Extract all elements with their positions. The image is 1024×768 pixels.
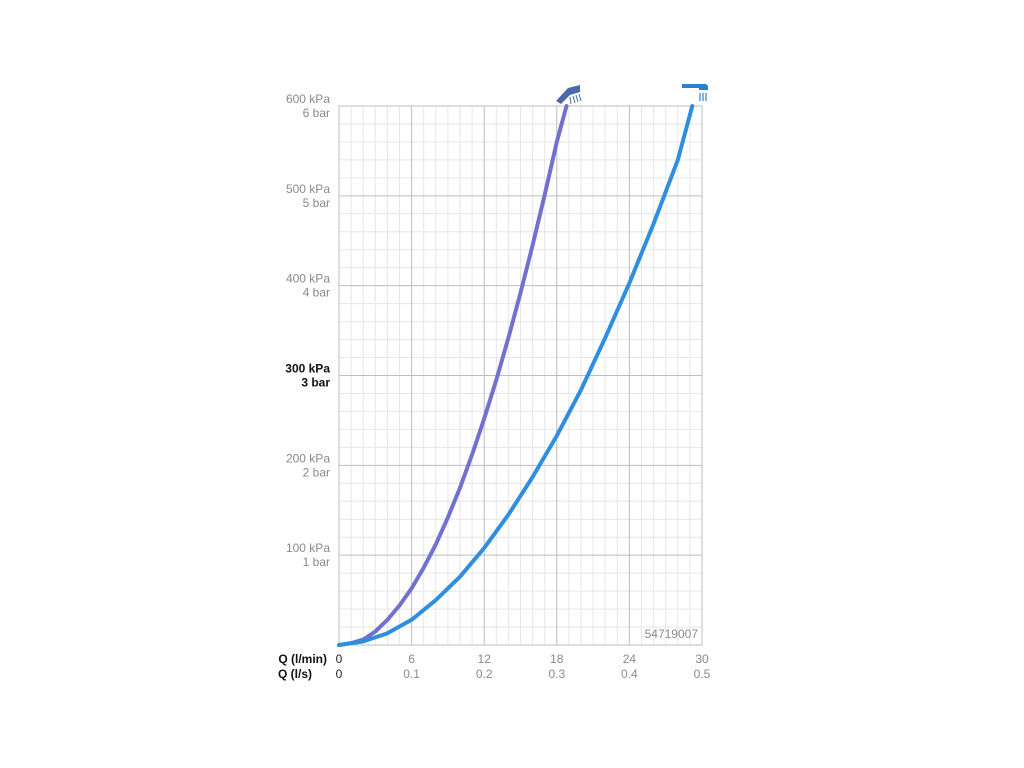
- x-axis-labels: 00 60.1 120.2 180.3 240.4 300.5: [336, 652, 711, 681]
- y-tick-label-kpa: 400 kPa: [286, 272, 330, 286]
- x-tick-label-ls: 0.3: [548, 667, 565, 681]
- product-code: 54719007: [645, 627, 699, 641]
- y-tick-label-bar: 4 bar: [303, 286, 330, 300]
- y-tick-label-bar: 2 bar: [303, 465, 330, 479]
- y-tick-label-kpa: 600 kPa: [286, 92, 330, 106]
- x-tick-label-lmin: 12: [478, 652, 492, 666]
- hand-shower-icon: [556, 85, 582, 105]
- x-axis-name-ls: Q (l/s): [278, 667, 312, 681]
- x-tick-label-lmin: 6: [408, 652, 415, 666]
- x-tick-label-ls: 0.1: [403, 667, 420, 681]
- series-line-1: [337, 104, 569, 647]
- y-tick-label-bar: 1 bar: [303, 555, 330, 569]
- y-tick-label-kpa: 300 kPa: [285, 362, 330, 376]
- major-grid: [339, 106, 702, 645]
- x-tick-label-lmin: 0: [336, 652, 343, 666]
- y-tick-label-bar: 3 bar: [301, 376, 330, 390]
- y-tick-label-bar: 5 bar: [303, 196, 330, 210]
- x-tick-label-ls: 0: [336, 667, 343, 681]
- plot-frame: [338, 105, 703, 646]
- y-tick-label-kpa: 500 kPa: [286, 182, 330, 196]
- x-axis-name-lmin: Q (l/min): [278, 652, 327, 666]
- x-tick-label-ls: 0.2: [476, 667, 493, 681]
- y-tick-label-bar: 6 bar: [303, 106, 330, 120]
- x-tick-label-ls: 0.5: [694, 667, 711, 681]
- y-tick-label-kpa: 100 kPa: [286, 541, 330, 555]
- overhead-shower-icon: [682, 84, 708, 101]
- x-tick-label-lmin: 30: [695, 652, 709, 666]
- series-layer: [337, 104, 695, 647]
- x-tick-label-lmin: 18: [550, 652, 564, 666]
- x-tick-label-lmin: 24: [623, 652, 637, 666]
- y-tick-label-kpa: 200 kPa: [286, 451, 330, 465]
- series-line-2: [337, 104, 695, 647]
- x-tick-label-ls: 0.4: [621, 667, 638, 681]
